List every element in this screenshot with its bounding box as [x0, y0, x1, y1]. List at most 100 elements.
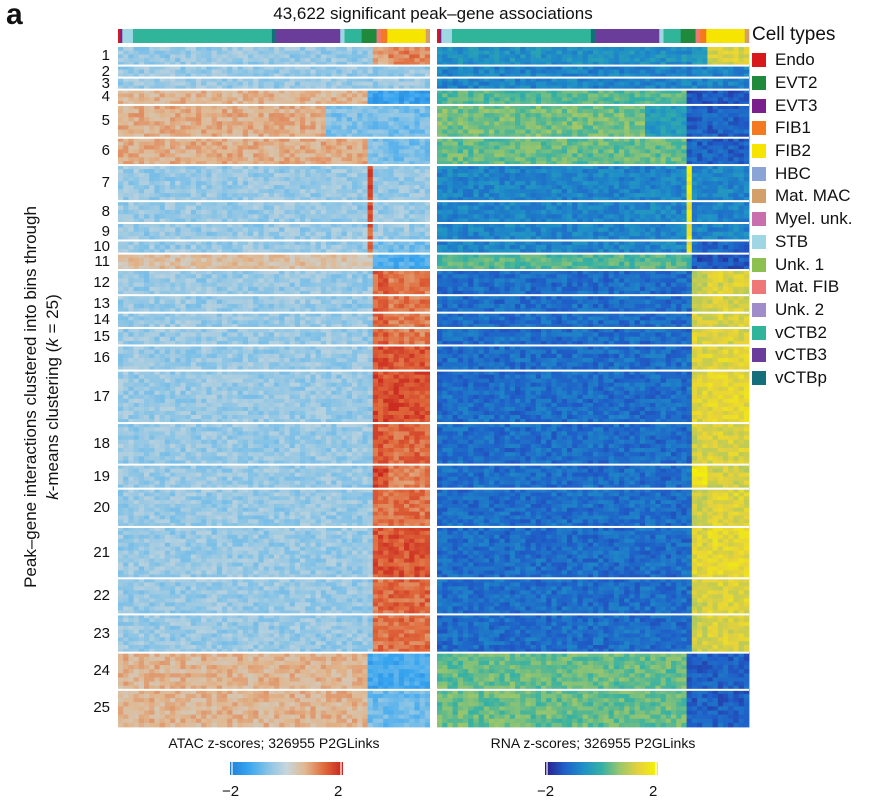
- heatmap-cell: [222, 265, 228, 271]
- heatmap-cell: [378, 265, 384, 271]
- heatmap-cell: [185, 374, 192, 380]
- heatmap-cell: [294, 137, 301, 143]
- heatmap-cell: [409, 65, 415, 70]
- heatmap-cell: [144, 278, 150, 283]
- heatmap-cell: [227, 153, 233, 158]
- heatmap-cell: [201, 104, 207, 110]
- heatmap-cell: [206, 336, 212, 342]
- heatmap-cell: [149, 193, 155, 198]
- heatmap-cell: [190, 261, 197, 267]
- cluster-label: 13: [84, 295, 110, 312]
- heatmap-cell: [144, 185, 150, 190]
- heatmap-cell: [144, 73, 150, 79]
- heatmap-cell: [393, 185, 400, 190]
- heatmap-cell: [123, 290, 129, 296]
- heatmap-cell: [258, 282, 264, 288]
- heatmap-cell: [414, 189, 420, 194]
- heatmap-cell: [263, 97, 270, 102]
- heatmap-cell: [268, 274, 275, 279]
- heatmap-cell: [372, 218, 379, 224]
- heatmap-cell: [253, 93, 259, 98]
- heatmap-cell: [331, 227, 337, 233]
- heatmap-cell: [180, 320, 186, 325]
- heatmap-cell: [164, 77, 171, 83]
- heatmap-cell: [180, 336, 186, 342]
- heatmap-cell: [268, 201, 275, 206]
- heatmap-cell: [404, 362, 410, 367]
- heatmap-cell: [242, 353, 249, 359]
- heatmap-cell: [164, 65, 171, 70]
- heatmap-cell: [346, 117, 353, 122]
- heatmap-cell: [216, 193, 223, 198]
- heatmap-cell: [237, 54, 244, 59]
- heatmap-cell: [279, 185, 285, 190]
- heatmap-cell: [206, 299, 212, 305]
- heatmap-cell: [378, 278, 384, 283]
- heatmap-cell: [388, 117, 394, 122]
- heatmap-cell: [268, 378, 275, 384]
- heatmap-cell: [190, 193, 197, 198]
- heatmap-cell: [409, 265, 415, 271]
- heatmap-cell: [201, 137, 207, 143]
- heatmap-cell: [424, 193, 431, 198]
- heatmap-cell: [118, 65, 124, 70]
- heatmap-cell: [149, 362, 155, 367]
- heatmap-cell: [190, 197, 197, 202]
- heatmap-cell: [268, 257, 275, 263]
- heatmap-cell: [305, 77, 311, 83]
- heatmap-cell: [404, 257, 410, 263]
- heatmap-cell: [326, 303, 332, 309]
- heatmap-cell: [206, 117, 212, 122]
- heatmap-cell: [211, 157, 218, 162]
- heatmap-cell: [144, 320, 150, 325]
- heatmap-cell: [206, 177, 212, 182]
- heatmap-cell: [242, 65, 249, 70]
- heatmap-cell: [326, 249, 332, 255]
- heatmap-cell: [372, 201, 379, 206]
- heatmap-cell: [305, 253, 311, 259]
- heatmap-cell: [263, 249, 270, 255]
- heatmap-cell: [294, 165, 301, 170]
- heatmap-cell: [237, 125, 244, 130]
- heatmap-cell: [414, 227, 420, 233]
- heatmap-cell: [305, 125, 311, 130]
- heatmap-cell: [383, 137, 389, 143]
- heatmap-cell: [279, 257, 285, 263]
- heatmap-cell: [372, 117, 379, 122]
- heatmap-cell: [164, 153, 171, 158]
- heatmap-cell: [180, 117, 186, 122]
- heatmap-cell: [190, 77, 197, 83]
- heatmap-cell: [268, 253, 275, 259]
- heatmap-cell: [424, 249, 431, 255]
- heatmap-cell: [409, 374, 415, 380]
- heatmap-cell: [123, 129, 129, 135]
- heatmap-cell: [133, 193, 140, 198]
- heatmap-cell: [419, 378, 426, 384]
- heatmap-cell: [190, 121, 197, 126]
- heatmap-cell: [196, 303, 202, 309]
- heatmap-cell: [320, 205, 327, 211]
- heatmap-cell: [190, 54, 197, 59]
- heatmap-cell: [346, 81, 353, 87]
- heatmap-cell: [315, 253, 322, 259]
- heatmap-cell: [414, 73, 420, 79]
- heatmap-cell: [383, 177, 389, 182]
- heatmap-cell: [196, 58, 202, 63]
- heatmap-cell: [185, 270, 192, 275]
- heatmap-cell: [398, 185, 405, 190]
- heatmap-cell: [180, 149, 186, 154]
- heatmap-cell: [409, 93, 415, 98]
- heatmap-cell: [196, 77, 202, 83]
- heatmap-cell: [398, 236, 405, 241]
- heatmap-cell: [336, 201, 342, 206]
- heatmap-cell: [258, 218, 264, 224]
- heatmap-cell: [300, 104, 306, 110]
- heatmap-cell: [128, 303, 134, 309]
- heatmap-cell: [383, 58, 389, 63]
- heatmap-cell: [206, 278, 212, 283]
- heatmap-cell: [294, 173, 301, 178]
- heatmap-cell: [237, 244, 244, 250]
- heatmap-cell: [289, 214, 296, 220]
- heatmap-cell: [393, 201, 400, 206]
- heatmap-cell: [258, 197, 264, 202]
